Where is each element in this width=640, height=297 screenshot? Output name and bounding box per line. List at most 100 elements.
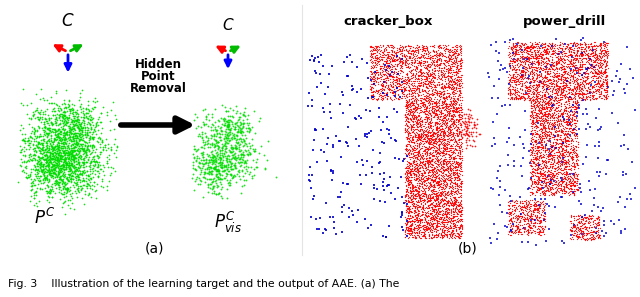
Point <box>45 158 55 163</box>
Point <box>545 45 555 49</box>
Point <box>209 132 219 136</box>
Point <box>426 145 436 150</box>
Point <box>520 208 531 212</box>
Point <box>82 182 92 187</box>
Point <box>572 48 582 52</box>
Point <box>602 40 612 45</box>
Point <box>438 161 449 166</box>
Point <box>342 181 352 186</box>
Point <box>537 107 547 111</box>
Point <box>423 89 433 94</box>
Point <box>336 190 346 195</box>
Point <box>85 169 95 174</box>
Point <box>528 113 538 118</box>
Point <box>424 79 434 84</box>
Point <box>536 72 547 76</box>
Point <box>411 138 421 143</box>
Point <box>367 77 377 81</box>
Point <box>42 173 52 177</box>
Point <box>435 150 445 155</box>
Point <box>547 89 557 94</box>
Point <box>449 60 459 65</box>
Point <box>102 160 112 165</box>
Point <box>565 120 575 124</box>
Point <box>421 185 431 190</box>
Point <box>553 113 563 118</box>
Point <box>570 136 580 141</box>
Point <box>445 48 456 53</box>
Point <box>415 84 425 89</box>
Point <box>556 195 566 199</box>
Point <box>562 164 572 169</box>
Point <box>426 44 436 48</box>
Point <box>448 56 458 60</box>
Point <box>230 154 240 159</box>
Point <box>368 97 378 102</box>
Point <box>401 146 412 151</box>
Point <box>383 53 394 58</box>
Point <box>445 175 456 180</box>
Point <box>59 112 69 117</box>
Point <box>443 169 453 174</box>
Point <box>436 230 446 235</box>
Point <box>437 117 447 121</box>
Point <box>24 152 35 157</box>
Point <box>546 64 556 69</box>
Point <box>65 129 76 134</box>
Point <box>382 74 392 78</box>
Point <box>536 51 546 56</box>
Point <box>210 138 220 143</box>
Point <box>450 194 460 199</box>
Point <box>548 169 559 174</box>
Point <box>194 132 204 137</box>
Point <box>16 164 26 168</box>
Point <box>573 233 583 238</box>
Point <box>561 122 572 127</box>
Point <box>505 92 515 97</box>
Point <box>565 47 575 51</box>
Point <box>614 218 624 223</box>
Point <box>596 58 606 63</box>
Point <box>591 61 601 66</box>
Point <box>403 177 413 181</box>
Point <box>375 43 385 48</box>
Point <box>514 215 524 219</box>
Point <box>97 139 108 143</box>
Point <box>409 110 419 115</box>
Point <box>212 172 223 176</box>
Point <box>566 186 577 191</box>
Point <box>35 160 45 165</box>
Point <box>97 140 107 145</box>
Point <box>419 108 429 113</box>
Point <box>602 51 612 56</box>
Point <box>510 208 520 212</box>
Point <box>536 72 547 77</box>
Point <box>526 212 536 217</box>
Point <box>413 51 423 56</box>
Point <box>34 157 44 162</box>
Point <box>48 171 58 176</box>
Point <box>509 79 519 84</box>
Point <box>436 128 447 133</box>
Point <box>456 190 466 195</box>
Point <box>527 70 538 75</box>
Point <box>50 156 60 160</box>
Point <box>51 179 61 184</box>
Point <box>602 76 612 81</box>
Point <box>63 171 73 176</box>
Point <box>456 139 466 144</box>
Point <box>99 173 109 177</box>
Point <box>36 167 46 172</box>
Point <box>561 122 572 127</box>
Point <box>566 168 576 172</box>
Point <box>575 91 585 96</box>
Point <box>428 49 438 54</box>
Point <box>412 160 422 165</box>
Point <box>81 154 92 159</box>
Point <box>439 203 449 208</box>
Point <box>236 126 246 131</box>
Point <box>493 59 503 64</box>
Point <box>419 62 429 67</box>
Point <box>418 80 428 84</box>
Point <box>451 65 461 69</box>
